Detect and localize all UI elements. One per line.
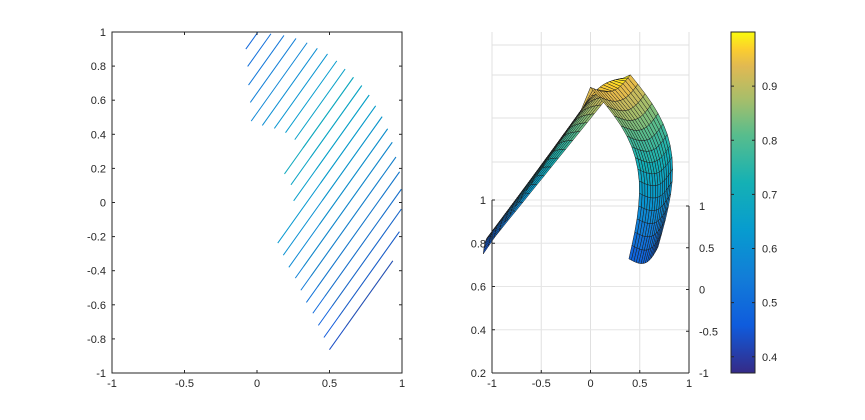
surface-left-axis-ticks: 0.2 0.4 0.6 0.8 1 (471, 195, 495, 380)
y-tick-label: 0.6 (91, 95, 106, 107)
x-tick-label: 0 (587, 378, 593, 390)
contour-line (248, 35, 285, 86)
x-tick-label: 1 (686, 378, 692, 390)
y-tick-label: 0.4 (91, 129, 106, 141)
surface-face (655, 184, 659, 199)
contour-y-axis-ticks: -1 -0.8 -0.6 -0.4 -0.2 0 0.2 0.4 0.6 0.8 1 (87, 27, 402, 380)
surface-face (644, 183, 648, 198)
surface-face (650, 185, 654, 199)
surface-axes: -1 -0.5 0 0.5 1 0.2 0.4 0.6 0.8 1 -1 -0.5 0 0.5 1 (471, 32, 718, 390)
left-tick-label: 0.6 (471, 282, 486, 294)
colorbar-tick-label: 0.7 (762, 189, 777, 201)
contour-x-axis-ticks: -1 -0.5 0 0.5 1 (107, 32, 405, 390)
contour-lines (245, 31, 402, 350)
x-tick-label: 0.5 (632, 378, 647, 390)
contour-line (288, 128, 389, 268)
x-tick-label: 1 (399, 378, 405, 390)
contour-line (293, 94, 370, 202)
contour-line (277, 105, 377, 244)
contour-line (273, 53, 328, 129)
y-tick-label: -0.8 (87, 334, 106, 346)
y-tick-label: 0.8 (91, 61, 106, 73)
contour-line (323, 231, 400, 338)
contour-line (300, 156, 397, 291)
y-tick-label: -0.4 (87, 266, 106, 278)
surface-face (641, 182, 646, 197)
y-tick-label: -0.6 (87, 300, 106, 312)
y-tick-label: 1 (100, 27, 106, 39)
y-tick-label: 0.2 (91, 163, 106, 175)
surface-right-axis-ticks: -1 -0.5 0 0.5 1 (686, 201, 718, 380)
contour-line (294, 68, 346, 140)
contour-line (317, 208, 402, 326)
y-tick-label: -0.2 (87, 232, 106, 244)
contour-plot-area (111, 31, 403, 374)
x-tick-label: -0.5 (175, 378, 194, 390)
right-tick-label: -0.5 (699, 326, 718, 338)
x-tick-label: 0 (254, 378, 260, 390)
contour-line (250, 42, 308, 122)
left-tick-label: 0.8 (471, 238, 486, 250)
surface-mesh (482, 74, 673, 264)
colorbar-tick-label: 0.4 (762, 352, 777, 364)
contour-line (261, 48, 318, 126)
contour-line (329, 260, 394, 350)
surface-face (656, 233, 662, 251)
right-tick-label: 0.5 (699, 243, 714, 255)
x-tick-label: -1 (107, 378, 117, 390)
right-tick-label: 1 (699, 201, 705, 213)
x-tick-label: -1 (487, 378, 497, 390)
surface-x-axis-ticks: -1 -0.5 0 0.5 1 (487, 370, 692, 390)
contour-line (294, 142, 393, 279)
left-tick-label: 1 (480, 195, 486, 207)
right-tick-label: 0 (699, 285, 705, 297)
y-tick-label: -1 (96, 368, 106, 380)
colorbar-gradient (730, 31, 756, 374)
x-tick-label: 0.5 (322, 378, 337, 390)
colorbar-tick-label: 0.8 (762, 135, 777, 147)
colorbar-tick-label: 0.6 (762, 244, 777, 256)
right-tick-label: -1 (699, 368, 709, 380)
left-tick-label: 0.2 (471, 368, 486, 380)
colorbar-tick-label: 0.9 (762, 81, 777, 93)
x-tick-label: -0.5 (532, 378, 551, 390)
surface-face (652, 185, 656, 199)
contour-axes: -1 -0.5 0 0.5 1 -1 -0.8 -0.6 -0.4 -0.2 0 0.2 0.4 0.6… (87, 27, 405, 390)
contour-line (312, 188, 402, 314)
left-tick-label: 0.4 (471, 325, 486, 337)
colorbar-tick-label: 0.5 (762, 298, 777, 310)
y-tick-label: 0 (100, 198, 106, 210)
contour-line (245, 31, 259, 50)
surface-face (647, 184, 651, 199)
contour-line (290, 85, 363, 186)
colorbar-ticks: 0.4 0.5 0.6 0.7 0.8 0.9 (731, 81, 777, 364)
contour-line (305, 171, 400, 303)
contour-line (249, 38, 297, 103)
surface-face (638, 180, 643, 196)
contour-line (282, 116, 383, 256)
contour-line (284, 77, 354, 175)
contour-line (247, 33, 272, 67)
colorbar: 0.4 0.5 0.6 0.7 0.8 0.9 (730, 31, 777, 374)
contour-line (285, 60, 338, 133)
